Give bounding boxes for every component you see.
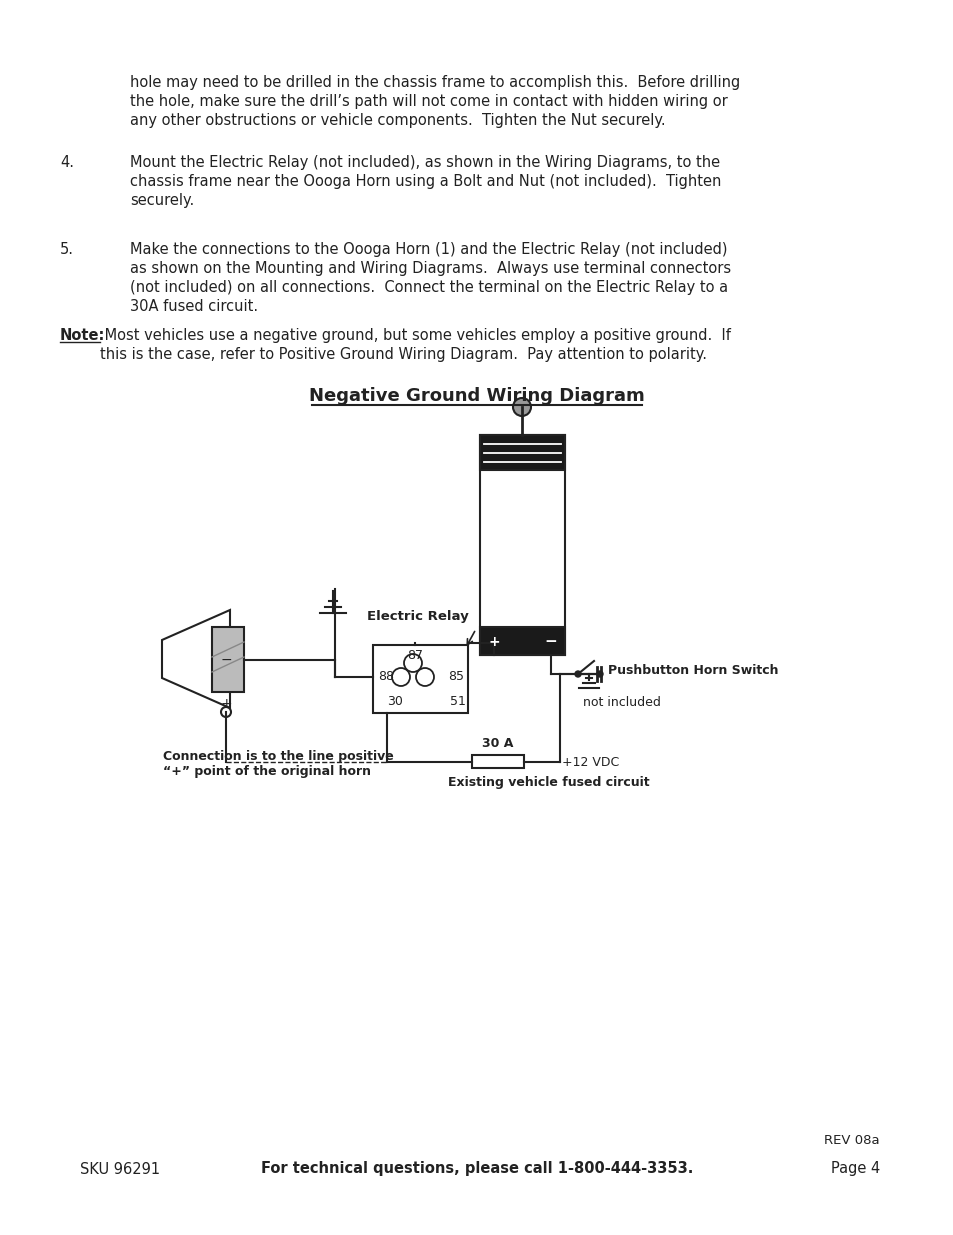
Bar — [212, 627, 244, 692]
Text: this is the case, refer to Positive Ground Wiring Diagram.  Pay attention to pol: this is the case, refer to Positive Grou… — [100, 347, 706, 362]
Circle shape — [403, 655, 421, 672]
Bar — [479, 627, 564, 655]
Text: Most vehicles use a negative ground, but some vehicles employ a positive ground.: Most vehicles use a negative ground, but… — [100, 329, 730, 343]
Text: securely.: securely. — [130, 193, 194, 207]
Polygon shape — [162, 610, 230, 708]
Text: (not included) on all connections.  Connect the terminal on the Electric Relay t: (not included) on all connections. Conne… — [130, 280, 727, 295]
Text: “+” point of the original horn: “+” point of the original horn — [163, 764, 371, 778]
Bar — [373, 645, 468, 713]
Text: Mount the Electric Relay (not included), as shown in the Wiring Diagrams, to the: Mount the Electric Relay (not included),… — [130, 156, 720, 170]
Text: 30 A: 30 A — [482, 737, 513, 750]
Text: Page 4: Page 4 — [830, 1161, 879, 1177]
Text: REV 08a: REV 08a — [823, 1135, 879, 1147]
Text: For technical questions, please call 1-800-444-3353.: For technical questions, please call 1-8… — [260, 1161, 693, 1177]
Text: 85: 85 — [448, 671, 463, 683]
Text: 30: 30 — [387, 695, 402, 708]
Bar — [479, 435, 564, 471]
Text: +12 VDC: +12 VDC — [561, 756, 618, 768]
Text: Connection is to the line positive: Connection is to the line positive — [163, 750, 394, 763]
Circle shape — [416, 668, 434, 685]
Bar — [479, 435, 564, 655]
Text: Note:: Note: — [60, 329, 105, 343]
Text: 5.: 5. — [60, 242, 74, 257]
Text: the hole, make sure the drill’s path will not come in contact with hidden wiring: the hole, make sure the drill’s path wil… — [130, 94, 727, 109]
Text: as shown on the Mounting and Wiring Diagrams.  Always use terminal connectors: as shown on the Mounting and Wiring Diag… — [130, 261, 730, 275]
Circle shape — [513, 398, 531, 416]
Text: 30A fused circuit.: 30A fused circuit. — [130, 299, 258, 314]
Text: Electric Relay: Electric Relay — [367, 610, 468, 622]
Text: 4.: 4. — [60, 156, 74, 170]
Text: Negative Ground Wiring Diagram: Negative Ground Wiring Diagram — [309, 387, 644, 405]
Circle shape — [597, 671, 602, 677]
Circle shape — [221, 706, 231, 718]
Text: SKU 96291: SKU 96291 — [80, 1161, 160, 1177]
Text: Pushbutton Horn Switch: Pushbutton Horn Switch — [607, 663, 778, 677]
Text: Existing vehicle fused circuit: Existing vehicle fused circuit — [448, 776, 649, 789]
Text: −: − — [544, 635, 557, 650]
Text: 51: 51 — [450, 695, 465, 708]
Text: +: + — [220, 697, 232, 711]
Text: Make the connections to the Oooga Horn (1) and the Electric Relay (not included): Make the connections to the Oooga Horn (… — [130, 242, 727, 257]
Text: not included: not included — [582, 697, 660, 709]
Text: any other obstructions or vehicle components.  Tighten the Nut securely.: any other obstructions or vehicle compon… — [130, 112, 665, 128]
Bar — [472, 755, 523, 768]
Text: hole may need to be drilled in the chassis frame to accomplish this.  Before dri: hole may need to be drilled in the chass… — [130, 75, 740, 90]
Circle shape — [575, 671, 580, 677]
Text: chassis frame near the Oooga Horn using a Bolt and Nut (not included).  Tighten: chassis frame near the Oooga Horn using … — [130, 174, 720, 189]
Text: 88: 88 — [377, 671, 394, 683]
Text: 87: 87 — [407, 650, 422, 662]
Circle shape — [392, 668, 410, 685]
Text: +: + — [488, 635, 499, 650]
Text: −: − — [220, 653, 232, 667]
